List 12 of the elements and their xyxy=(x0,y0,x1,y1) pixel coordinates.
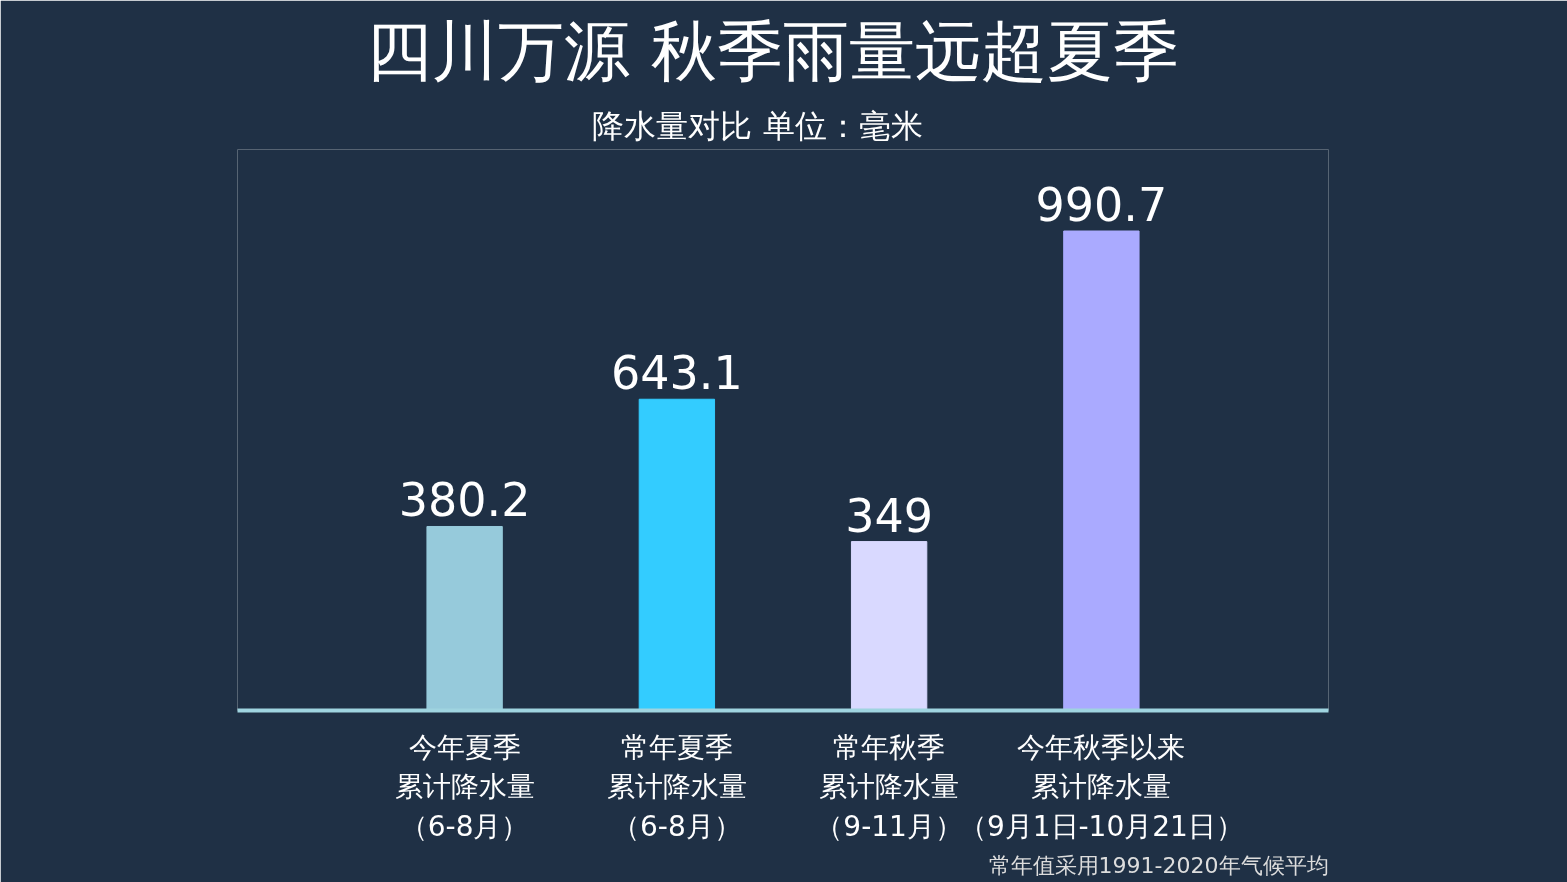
data-label: 990.7 xyxy=(1035,178,1168,233)
data-label: 349 xyxy=(845,488,934,543)
chart-subtitle: 降水量对比 单位：毫米 xyxy=(592,106,923,145)
chart-title: 四川万源 秋季雨量远超夏季 xyxy=(366,12,1179,90)
text: 常年值采用1991-2020年气候平均 xyxy=(988,852,1329,878)
bar xyxy=(1063,230,1140,711)
data-label: 643.1 xyxy=(611,346,743,401)
x-tick-label: 常年夏季累计降水量（6-8月） xyxy=(606,730,747,843)
x-tick-label: 今年夏季累计降水量（6-8月） xyxy=(394,730,535,843)
bar xyxy=(638,398,716,711)
bar xyxy=(850,541,928,711)
data-label: 380.2 xyxy=(398,473,531,528)
